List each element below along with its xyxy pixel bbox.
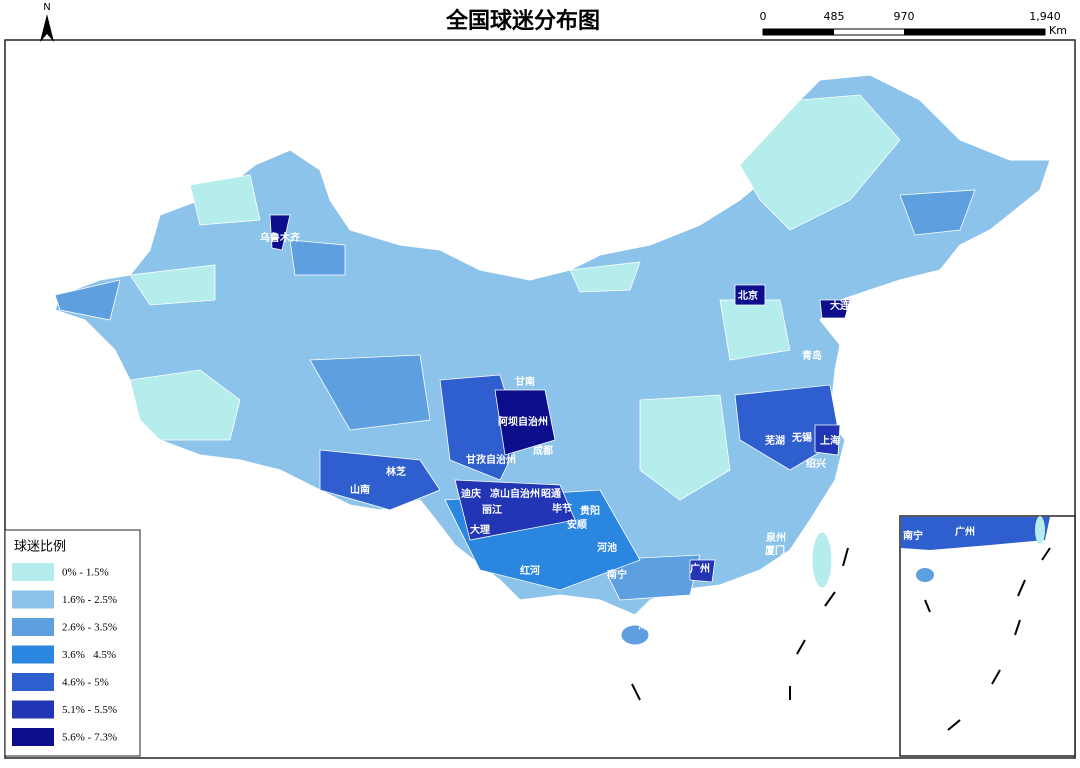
- legend-label: 3.6% 4.5%: [62, 649, 116, 661]
- city-label: 阿坝自治州: [498, 415, 548, 428]
- city-label: 甘南: [515, 375, 535, 388]
- city-label: 大连: [830, 299, 851, 312]
- legend-swatch: [12, 590, 54, 609]
- inset-frame: [899, 515, 1076, 757]
- scale-tick: 485: [824, 10, 845, 23]
- city-label: 贵阳: [580, 504, 600, 517]
- region-shading: [54, 94, 976, 601]
- legend-label: 5.6% - 7.3%: [62, 732, 117, 744]
- city-label: 南宁: [607, 568, 627, 581]
- inset-label: 南宁: [903, 529, 923, 542]
- legend-label: 5.1% - 5.5%: [62, 704, 117, 716]
- legend-swatch: [12, 700, 54, 719]
- title: 全国球迷分布图: [445, 8, 600, 34]
- legend-swatch: [12, 728, 54, 746]
- scale-tick: 0: [760, 10, 767, 23]
- legend-label: 0% - 1.5%: [62, 567, 109, 579]
- city-label: 迪庆: [461, 487, 481, 500]
- city-label: 安顺: [567, 518, 587, 531]
- city-label: 凉山自治州: [490, 487, 540, 500]
- city-label: 海口: [638, 619, 658, 632]
- legend-label: 1.6% - 2.5%: [62, 594, 117, 606]
- legend-swatch: [12, 673, 54, 691]
- inset-land: [901, 517, 1050, 550]
- city-label: 绍兴: [806, 457, 826, 470]
- city-label: 芜湖: [765, 434, 785, 447]
- city-label: 北京: [738, 289, 758, 302]
- inset-island: [916, 568, 934, 582]
- city-label: 河池: [597, 541, 617, 554]
- city-label: 甘孜自治州: [466, 453, 516, 466]
- scale-tick: 970: [894, 10, 915, 23]
- city-label: 大理: [470, 523, 490, 536]
- legend-swatch: [12, 563, 54, 581]
- city-label: 昭通: [541, 488, 561, 500]
- north-arrow: [40, 14, 54, 42]
- legend-label: 2.6% - 3.5%: [62, 622, 117, 634]
- legend-swatch: [12, 618, 54, 636]
- scale-bar: [762, 28, 1046, 36]
- city-label: 红河: [520, 564, 540, 577]
- city-label: 上海: [820, 434, 840, 447]
- city-label: 毕节: [552, 502, 572, 515]
- boundary-dashes: [631, 547, 849, 701]
- scale-tick: 1,940: [1029, 10, 1061, 23]
- legend-swatch: [12, 645, 54, 664]
- city-labels: 乌鲁木齐 北京 大连 青岛 甘南 阿坝自治州 成都 甘孜自治州 林芝 山南 迪庆…: [260, 231, 851, 632]
- city-label: 乌鲁木齐: [260, 231, 301, 244]
- city-label: 泉州: [765, 531, 786, 544]
- inset-dashes: [924, 547, 1051, 731]
- city-label: 无锡: [791, 431, 812, 444]
- city-label: 丽江: [482, 503, 502, 516]
- legend-label: 4.6% - 5%: [62, 677, 109, 689]
- city-label: 广州: [690, 562, 710, 575]
- island: [620, 624, 650, 646]
- legend-title: 球迷比例: [14, 540, 66, 555]
- city-label: 厦门: [765, 544, 785, 557]
- inset-label: 广州: [955, 525, 975, 538]
- north-label: N: [43, 2, 50, 13]
- city-label: 林芝: [386, 465, 406, 478]
- legend-items: 0% - 1.5% 1.6% - 2.5% 2.6% - 3.5% 3.6% 4.5%…: [12, 563, 117, 746]
- city-label: 成都: [533, 444, 553, 457]
- island: [811, 531, 833, 589]
- inset-island: [1035, 516, 1045, 544]
- city-label: 青岛: [802, 349, 822, 362]
- scale-unit: Km: [1049, 24, 1067, 37]
- city-label: 山南: [350, 483, 370, 496]
